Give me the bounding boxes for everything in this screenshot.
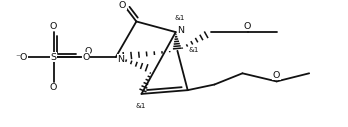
- Text: N: N: [177, 26, 184, 35]
- Text: O: O: [84, 47, 92, 56]
- Text: S: S: [50, 53, 57, 62]
- Text: N: N: [117, 54, 124, 64]
- Text: O: O: [273, 71, 280, 80]
- Text: O: O: [119, 1, 126, 10]
- Text: O: O: [50, 83, 57, 92]
- Text: O: O: [82, 53, 89, 62]
- Text: &1: &1: [189, 47, 199, 53]
- Text: O: O: [244, 22, 251, 31]
- Text: &1: &1: [175, 15, 185, 21]
- Text: &1: &1: [135, 103, 146, 109]
- Text: O: O: [50, 22, 57, 31]
- Text: ⁻O: ⁻O: [15, 53, 28, 62]
